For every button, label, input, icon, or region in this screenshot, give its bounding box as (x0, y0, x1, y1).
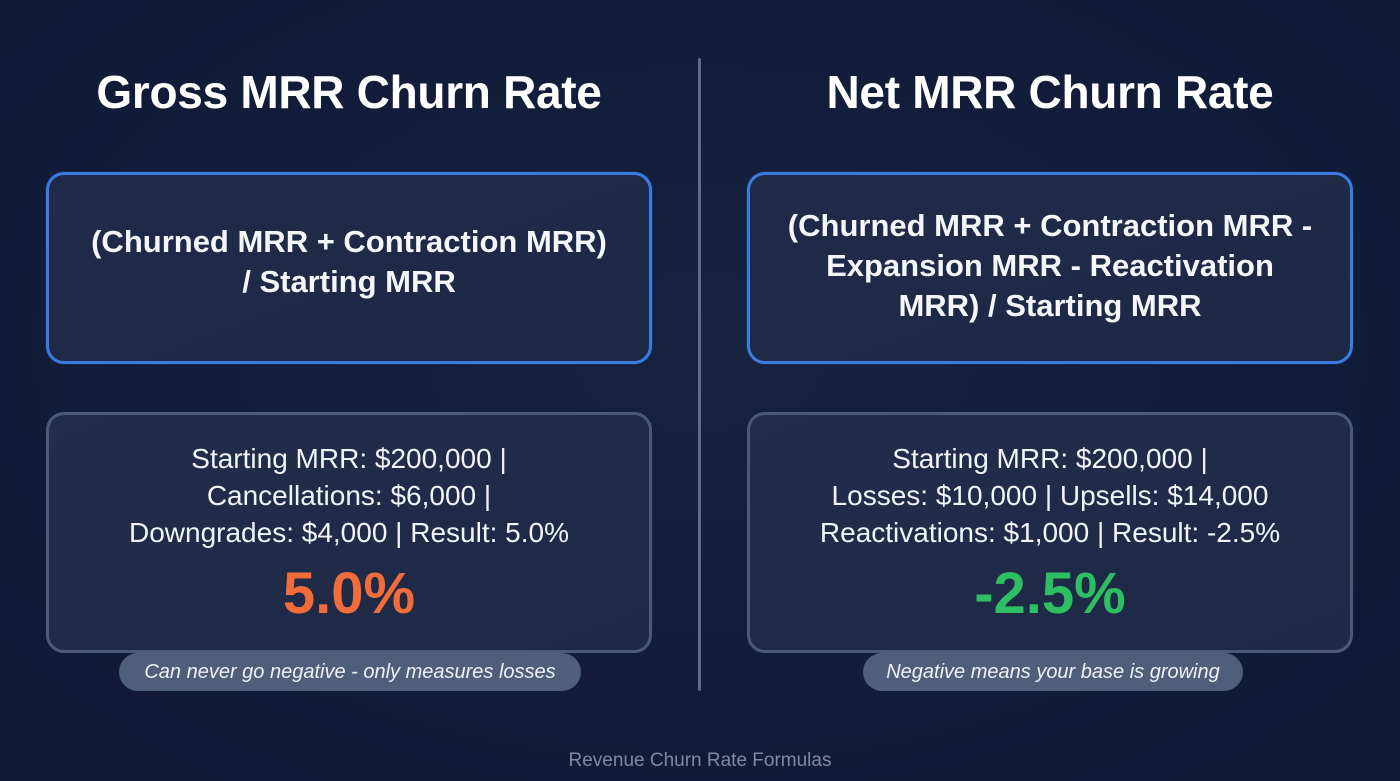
gross-formula-box: (Churned MRR + Contraction MRR) / Starti… (46, 172, 652, 364)
net-formula: (Churned MRR + Contraction MRR - Expansi… (788, 206, 1312, 326)
gross-example-line: Starting MRR: $200,000 | (191, 443, 507, 474)
net-example: Starting MRR: $200,000 | Losses: $10,000… (750, 415, 1350, 627)
net-formula-line: Expansion MRR - Reactivation (826, 248, 1274, 283)
gross-formula: (Churned MRR + Contraction MRR) / Starti… (91, 222, 607, 302)
gross-formula-line: / Starting MRR (242, 264, 456, 299)
net-formula-line: (Churned MRR + Contraction MRR - (787, 208, 1313, 243)
gross-example-box: Starting MRR: $200,000 | Cancellations: … (46, 412, 652, 653)
net-example-line: Losses: $10,000 | Upsells: $14,000 (831, 480, 1269, 511)
net-example-box: Starting MRR: $200,000 | Losses: $10,000… (747, 412, 1353, 653)
column-divider (698, 58, 701, 691)
gross-example: Starting MRR: $200,000 | Cancellations: … (49, 415, 649, 627)
net-formula-box: (Churned MRR + Contraction MRR - Expansi… (747, 172, 1353, 364)
gross-title: Gross MRR Churn Rate (96, 66, 602, 118)
gross-churn-column: Gross MRR Churn Rate (Churned MRR + Cont… (46, 0, 652, 781)
gross-formula-line: (Churned MRR + Contraction MRR) (91, 224, 607, 259)
footer-caption: Revenue Churn Rate Formulas (568, 750, 832, 771)
net-formula-line: MRR) / Starting MRR (898, 288, 1202, 323)
net-result-value: -2.5% (974, 561, 1126, 626)
gross-example-line: Downgrades: $4,000 | Result: 5.0% (129, 517, 569, 548)
net-example-line: Reactivations: $1,000 | Result: -2.5% (819, 517, 1281, 548)
net-example-line: Starting MRR: $200,000 | (892, 443, 1208, 474)
net-note-pill: Negative means your base is growing (863, 653, 1243, 691)
gross-result-value: 5.0% (282, 561, 416, 626)
gross-note-pill: Can never go negative - only measures lo… (119, 653, 581, 691)
net-churn-column: Net MRR Churn Rate (Churned MRR + Contra… (747, 0, 1353, 781)
gross-example-line: Cancellations: $6,000 | (206, 480, 492, 511)
net-title: Net MRR Churn Rate (826, 66, 1274, 118)
